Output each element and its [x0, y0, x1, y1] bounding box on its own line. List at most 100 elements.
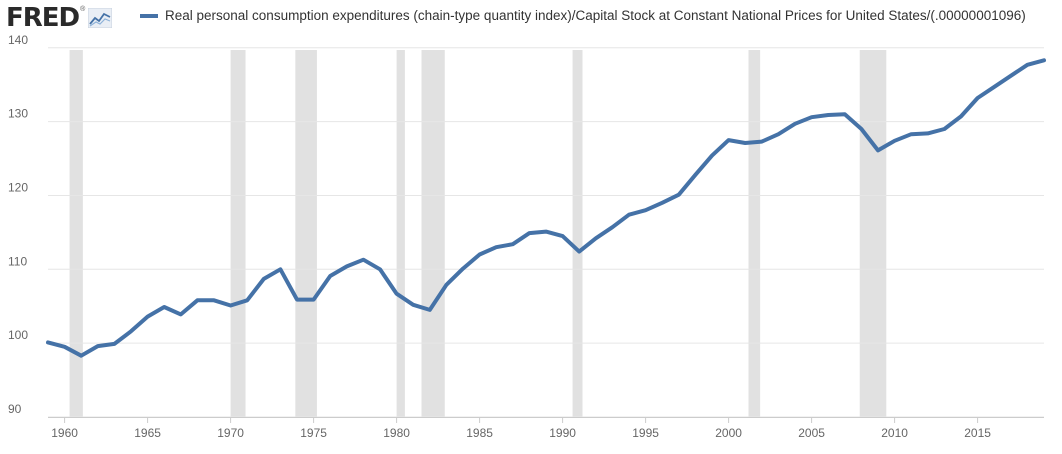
data-point[interactable]: [876, 148, 880, 152]
recession-band-7: [859, 50, 887, 417]
data-point[interactable]: [677, 193, 681, 197]
legend-swatch: [140, 13, 158, 18]
x-tick-label: 1980: [383, 426, 410, 440]
data-point[interactable]: [112, 342, 116, 346]
recession-band-4: [421, 50, 445, 417]
y-axis: 90 100 110 120 130 140: [8, 33, 28, 416]
y-tick-label: 130: [8, 107, 28, 121]
data-point[interactable]: [478, 253, 482, 257]
data-point[interactable]: [1025, 63, 1029, 67]
data-point[interactable]: [594, 236, 598, 240]
data-point[interactable]: [527, 231, 531, 235]
data-point[interactable]: [992, 85, 996, 89]
data-point[interactable]: [162, 305, 166, 309]
x-tick-label: 1995: [632, 426, 659, 440]
y-tick-label: 90: [8, 402, 22, 416]
data-point[interactable]: [693, 173, 697, 177]
data-point[interactable]: [544, 230, 548, 234]
fred-logo[interactable]: FRED ®: [6, 3, 113, 33]
data-point[interactable]: [328, 274, 332, 278]
data-point[interactable]: [627, 213, 631, 217]
data-point[interactable]: [494, 245, 498, 249]
data-point[interactable]: [278, 267, 282, 271]
data-point[interactable]: [826, 113, 830, 117]
data-point[interactable]: [561, 234, 565, 238]
data-point[interactable]: [345, 264, 349, 268]
data-point[interactable]: [959, 114, 963, 118]
data-point[interactable]: [79, 354, 83, 358]
recession-band-6: [748, 50, 761, 417]
series-layer: [46, 58, 1046, 358]
data-point[interactable]: [760, 140, 764, 144]
data-point[interactable]: [1042, 58, 1046, 62]
data-point[interactable]: [129, 329, 133, 333]
data-point[interactable]: [195, 298, 199, 302]
chart-header: FRED ® Real personal consumption expendi…: [0, 0, 1062, 40]
data-point[interactable]: [395, 292, 399, 296]
logo-registered-mark: ®: [80, 6, 86, 13]
data-point[interactable]: [942, 127, 946, 131]
y-tick-label: 100: [8, 328, 28, 342]
x-tick-label: 1960: [51, 426, 78, 440]
data-point[interactable]: [810, 115, 814, 119]
data-point[interactable]: [660, 201, 664, 205]
x-tick-label: 1985: [466, 426, 493, 440]
data-point[interactable]: [727, 138, 731, 142]
data-point[interactable]: [179, 312, 183, 316]
data-point[interactable]: [926, 131, 930, 135]
x-tick-label: 2015: [964, 426, 991, 440]
data-point[interactable]: [295, 298, 299, 302]
x-tick-label: 2005: [798, 426, 825, 440]
recession-band-0: [69, 50, 83, 417]
data-point[interactable]: [146, 315, 150, 319]
data-point[interactable]: [229, 303, 233, 307]
data-point[interactable]: [893, 139, 897, 143]
data-point[interactable]: [743, 141, 747, 145]
chart-legend[interactable]: Real personal consumption expenditures (…: [140, 8, 1026, 23]
data-point[interactable]: [411, 303, 415, 307]
x-tick-label: 1965: [134, 426, 161, 440]
data-point[interactable]: [245, 298, 249, 302]
recession-band-2: [295, 50, 317, 417]
recession-band-5: [572, 50, 583, 417]
data-point[interactable]: [96, 344, 100, 348]
series-line-0[interactable]: [46, 58, 1046, 358]
data-point[interactable]: [461, 267, 465, 271]
data-point[interactable]: [444, 283, 448, 287]
data-point[interactable]: [511, 242, 515, 246]
x-tick-label: 2010: [881, 426, 908, 440]
data-point[interactable]: [976, 96, 980, 100]
data-point[interactable]: [577, 250, 581, 254]
data-point[interactable]: [793, 122, 797, 126]
data-point[interactable]: [428, 308, 432, 312]
x-tick-label: 1990: [549, 426, 576, 440]
logo-text: FRED: [6, 3, 80, 33]
recession-bands: [69, 50, 887, 417]
x-axis: 1960 1965 1970 1975 1980 1985 1990 1995 2000 2005…: [48, 417, 1044, 440]
recession-band-1: [230, 50, 246, 417]
data-point[interactable]: [859, 127, 863, 131]
data-point[interactable]: [378, 267, 382, 271]
data-point[interactable]: [262, 277, 266, 281]
data-point[interactable]: [361, 258, 365, 262]
legend-series-label: Real personal consumption expenditures (…: [165, 8, 1026, 23]
data-point[interactable]: [46, 340, 50, 344]
data-point[interactable]: [710, 154, 714, 158]
data-point[interactable]: [63, 345, 67, 349]
y-tick-label: 140: [8, 33, 28, 47]
x-tick-label: 2000: [715, 426, 742, 440]
data-point[interactable]: [843, 112, 847, 116]
data-point[interactable]: [212, 298, 216, 302]
data-point[interactable]: [776, 132, 780, 136]
x-tick-label: 1975: [300, 426, 327, 440]
data-point[interactable]: [909, 132, 913, 136]
data-point[interactable]: [312, 298, 316, 302]
recession-band-3: [396, 50, 405, 417]
x-tick-label: 1970: [217, 426, 244, 440]
data-point[interactable]: [610, 225, 614, 229]
data-point[interactable]: [1009, 74, 1013, 78]
data-point[interactable]: [644, 208, 648, 212]
y-tick-label: 120: [8, 180, 28, 194]
y-tick-label: 110: [8, 254, 27, 268]
